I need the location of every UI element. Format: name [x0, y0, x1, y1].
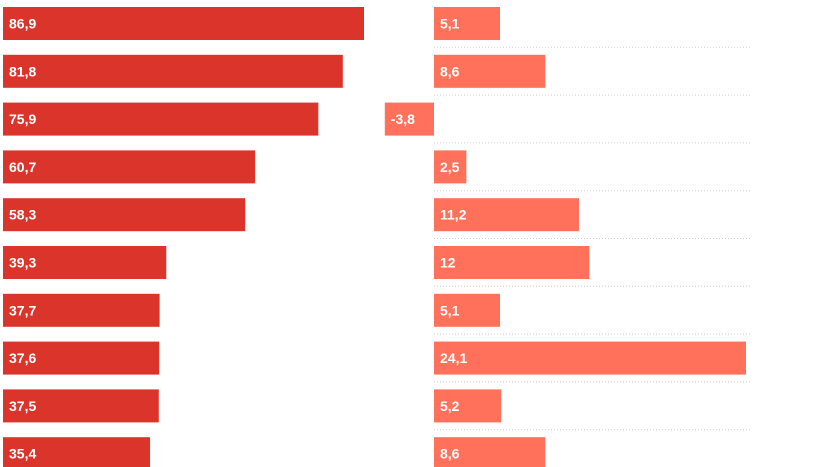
- left-bar-label: 86,9: [9, 16, 36, 32]
- left-bar: [3, 102, 319, 136]
- right-bar: [434, 293, 501, 327]
- right-bar: [434, 437, 546, 467]
- right-bar: [434, 150, 467, 184]
- right-bar: [434, 389, 502, 423]
- right-bar-label: -3,8: [391, 111, 415, 127]
- left-bar-label: 35,4: [9, 446, 36, 462]
- right-bar-label: 8,6: [440, 446, 460, 462]
- left-bar: [3, 341, 160, 375]
- left-bar: [3, 246, 167, 279]
- left-bar-label: 58,3: [9, 207, 36, 223]
- right-bar-label: 5,1: [440, 16, 460, 32]
- left-bar-label: 75,9: [9, 111, 36, 127]
- left-bar: [3, 389, 159, 423]
- left-bar: [3, 198, 246, 232]
- right-panel-bars: 5,1 8,6 -3,8 2,5 11,2 12 5,1 24,1 5,2 8,6: [384, 7, 746, 467]
- right-bar-label: 2,5: [440, 159, 460, 175]
- left-bar-label: 37,5: [9, 398, 36, 414]
- left-bar-label: 39,3: [9, 255, 36, 271]
- left-bar-label: 37,6: [9, 350, 36, 366]
- right-bar: [434, 246, 590, 279]
- left-bar: [3, 437, 151, 467]
- right-bar-label: 11,2: [440, 207, 467, 223]
- right-bar: [434, 7, 501, 40]
- right-bar: [434, 198, 579, 232]
- left-bar: [3, 54, 343, 88]
- left-bar: [3, 293, 160, 327]
- right-bar: [434, 54, 546, 88]
- left-panel-bars: 86,9 81,8 75,9 60,7 58,3 39,3 37,7 37,6 37,5 35,4: [3, 7, 364, 467]
- left-bar-label: 37,7: [9, 302, 36, 318]
- right-bar-label: 5,2: [440, 398, 460, 414]
- right-bar-label: 12: [440, 255, 456, 271]
- right-bar-label: 8,6: [440, 63, 460, 79]
- right-bar: [434, 341, 746, 375]
- left-bar-label: 81,8: [9, 63, 36, 79]
- left-bar: [3, 150, 256, 184]
- right-bar: [384, 102, 434, 136]
- right-bar-label: 24,1: [440, 350, 467, 366]
- right-bar-label: 5,1: [440, 302, 460, 318]
- left-bar-label: 60,7: [9, 159, 36, 175]
- left-bar: [3, 7, 364, 40]
